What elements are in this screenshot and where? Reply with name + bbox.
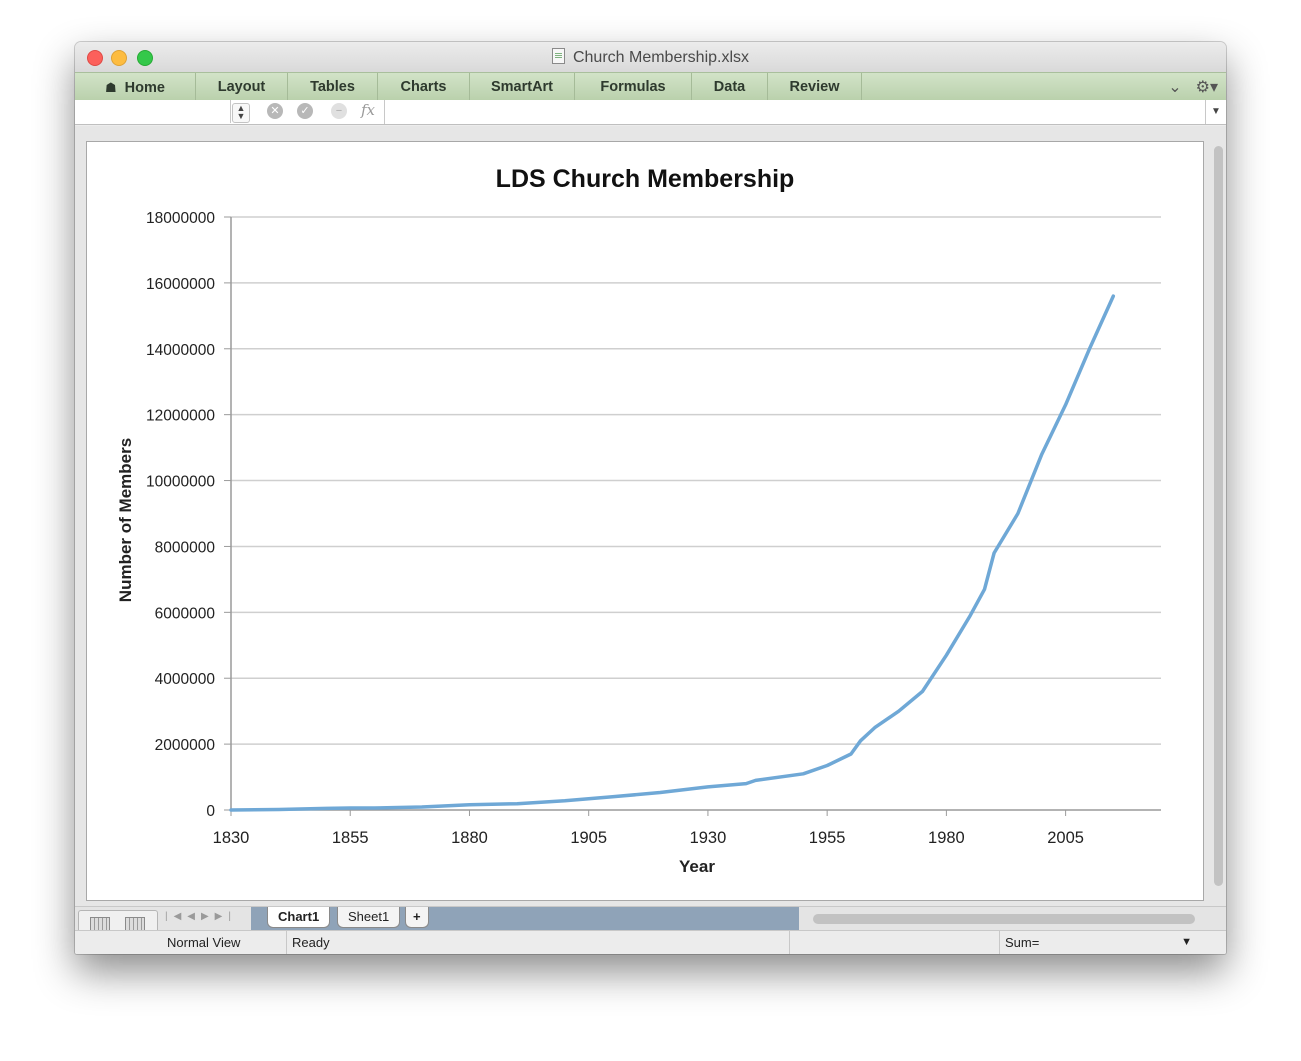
tab-layout-label: Layout xyxy=(217,79,266,95)
tab-home-label: Home xyxy=(124,80,165,96)
tab-data[interactable]: Data xyxy=(692,73,768,101)
tab-data-label: Data xyxy=(713,79,746,95)
confirm-formula-icon[interactable]: ✓ xyxy=(297,103,313,119)
sheet-tab-chart1[interactable]: Chart1 xyxy=(267,907,331,928)
x-tick-labels: 1830 1855 1880 1905 1930 1955 1980 2005 xyxy=(213,829,1084,847)
formula-bar: ▲ ▼ ✕ ✓ − fx ▼ xyxy=(75,100,1226,125)
y-tick-label-9: 18000000 xyxy=(146,210,215,227)
name-box[interactable] xyxy=(75,100,231,123)
tab-smartart[interactable]: SmartArt xyxy=(470,73,575,101)
zoom-window-button[interactable] xyxy=(137,50,153,66)
tab-home[interactable]: ☗ Home xyxy=(75,73,196,101)
y-tick-label-6: 12000000 xyxy=(146,408,215,425)
sheet-tab-strip: Chart1 Sheet1 + xyxy=(251,907,799,931)
formula-separator xyxy=(384,100,385,124)
x-tick-label-5: 1955 xyxy=(809,829,846,847)
series-line xyxy=(229,294,1116,812)
x-tick-label-2: 1880 xyxy=(451,829,488,847)
sheet-tab-sheet1[interactable]: Sheet1 xyxy=(337,907,401,928)
tab-charts[interactable]: Charts xyxy=(378,73,470,101)
title-bar: Church Membership.xlsx xyxy=(75,42,1226,72)
tab-tables[interactable]: Tables xyxy=(288,73,378,101)
x-tick-label-4: 1930 xyxy=(690,829,727,847)
formula-builder-icon[interactable]: − xyxy=(331,103,347,119)
gridlines xyxy=(231,216,1161,745)
fx-icon[interactable]: fx xyxy=(361,101,376,119)
tab-formulas-label: Formulas xyxy=(600,79,666,95)
tab-tables-label: Tables xyxy=(310,79,355,95)
minimize-window-button[interactable] xyxy=(111,50,127,66)
chevron-down-icon[interactable]: ⌄ xyxy=(1168,79,1182,96)
spreadsheet-document-icon xyxy=(551,48,565,64)
y-tick-label-1: 2000000 xyxy=(155,737,216,754)
window-title-text: Church Membership.xlsx xyxy=(572,49,750,66)
sum-dropdown-icon: ▼ xyxy=(1181,936,1192,948)
tab-smartart-label: SmartArt xyxy=(490,79,554,95)
chart-sheet-area: 0 2000000 4000000 6000000 8000000 10000000 120… xyxy=(75,126,1226,906)
x-tick-label-0: 1830 xyxy=(213,829,250,847)
status-sum-select[interactable]: Sum= ▼ xyxy=(1000,931,1200,954)
tab-layout[interactable]: Layout xyxy=(196,73,288,101)
status-state: Ready xyxy=(287,931,790,954)
excel-window: Church Membership.xlsx ☗ Home Layout Tabl… xyxy=(75,42,1226,954)
ribbon-tab-bar: ☗ Home Layout Tables Charts SmartArt Form… xyxy=(75,72,1226,102)
home-icon: ☗ xyxy=(105,80,117,95)
sheet-nav-arrows[interactable]: |◀◀▶▶| xyxy=(165,911,237,922)
status-bar: Normal View Ready Sum= ▼ xyxy=(75,930,1226,954)
name-box-stepper[interactable]: ▲ ▼ xyxy=(232,103,250,123)
y-axis-title: Number of Members xyxy=(116,438,135,602)
close-window-button[interactable] xyxy=(87,50,103,66)
cancel-formula-icon[interactable]: ✕ xyxy=(267,103,283,119)
y-tick-label-2: 4000000 xyxy=(155,671,216,688)
chart-title: LDS Church Membership xyxy=(496,165,795,193)
vertical-scrollbar[interactable] xyxy=(1214,146,1223,886)
x-tick-label-7: 2005 xyxy=(1047,829,1084,847)
formula-expand-icon[interactable]: ▼ xyxy=(1205,100,1226,124)
status-empty xyxy=(790,931,1000,954)
horizontal-scrollbar[interactable] xyxy=(813,914,1195,924)
chart-area[interactable]: 0 2000000 4000000 6000000 8000000 10000000 120… xyxy=(86,141,1204,901)
tab-review[interactable]: Review xyxy=(768,73,862,101)
y-tick-label-7: 14000000 xyxy=(146,342,215,359)
tab-review-label: Review xyxy=(789,79,840,95)
x-tick-label-3: 1905 xyxy=(570,829,607,847)
y-tick-labels: 0 2000000 4000000 6000000 8000000 10000000 120… xyxy=(146,210,215,820)
axes xyxy=(224,216,1161,816)
tab-charts-label: Charts xyxy=(400,79,447,95)
status-sum-label: Sum= xyxy=(1005,935,1040,950)
sheet-tab-bar: |◀◀▶▶| Chart1 Sheet1 + xyxy=(75,906,1226,940)
y-tick-label-5: 10000000 xyxy=(146,474,215,491)
y-tick-label-4: 8000000 xyxy=(155,539,216,556)
y-tick-label-8: 16000000 xyxy=(146,276,215,293)
x-axis-title: Year xyxy=(679,857,715,876)
x-tick-label-6: 1980 xyxy=(928,829,965,847)
window-title: Church Membership.xlsx xyxy=(75,48,1226,67)
tab-formulas[interactable]: Formulas xyxy=(575,73,692,101)
y-tick-label-0: 0 xyxy=(206,803,215,820)
ribbon-right-controls: ⌄ ⚙▾ xyxy=(1168,77,1218,97)
line-chart: 0 2000000 4000000 6000000 8000000 10000000 120… xyxy=(116,165,1161,876)
x-tick-label-1: 1855 xyxy=(332,829,369,847)
status-view: Normal View xyxy=(162,931,287,954)
add-sheet-button[interactable]: + xyxy=(405,907,429,928)
y-tick-label-3: 6000000 xyxy=(155,605,216,622)
gear-icon[interactable]: ⚙▾ xyxy=(1195,79,1218,96)
